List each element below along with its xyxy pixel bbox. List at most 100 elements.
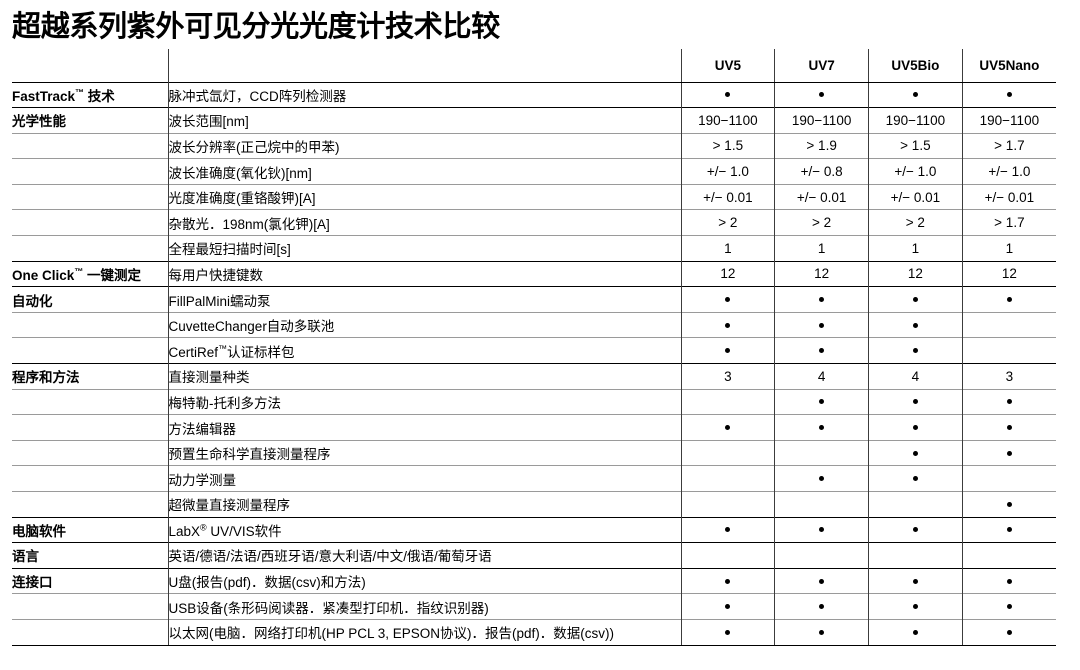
value-cell-supported (774, 567, 869, 594)
row-feature-label: 光度准确度(重铬酸钾)[A] (167, 183, 681, 210)
bullet-dot-icon (912, 604, 918, 610)
value-cell-supported (680, 81, 775, 108)
table-row: 程序和方法 直接测量种类 3 4 4 3 (12, 363, 1056, 390)
value-cell: 12 (961, 260, 1056, 287)
value-cell: +/− 0.8 (774, 158, 869, 185)
value-cell: 190−1100 (868, 107, 963, 134)
value-cell: +/− 0.01 (961, 183, 1056, 210)
row-feature-label: 梅特勒-托利多方法 (167, 388, 681, 415)
row-category-empty (12, 388, 168, 415)
bullet-dot-icon (725, 527, 731, 533)
bullet-dot-icon (912, 348, 918, 354)
value-cell: 3 (961, 363, 1056, 390)
value-cell-supported (774, 81, 869, 108)
table-row: 梅特勒-托利多方法 (12, 388, 1056, 415)
row-category-label: FastTrack™ 技术 (12, 81, 168, 108)
bullet-dot-icon (725, 629, 731, 635)
value-cell-supported (774, 465, 869, 492)
table-row: 光学性能 波长范围[nm] 190−1100 190−1100 190−1100 190−… (12, 107, 1056, 134)
column-header-uv5nano[interactable]: UV5Nano (961, 49, 1056, 83)
row-feature-label: 杂散光．198nm(氯化钾)[A] (167, 209, 681, 236)
value-cell-supported (961, 414, 1056, 441)
value-cell: +/− 0.01 (868, 183, 963, 210)
value-cell-supported (868, 516, 963, 543)
bullet-dot-icon (912, 296, 918, 302)
row-category-empty (12, 132, 168, 159)
bullet-dot-icon (819, 527, 825, 533)
value-cell-supported (961, 516, 1056, 543)
bullet-dot-icon (819, 578, 825, 584)
value-cell-supported (961, 567, 1056, 594)
bullet-dot-icon (1006, 527, 1012, 533)
bullet-dot-icon (912, 322, 918, 328)
value-cell: 12 (774, 260, 869, 287)
value-cell-supported (680, 337, 775, 364)
row-feature-label: 每用户快捷键数 (167, 260, 681, 287)
row-category-empty (12, 311, 168, 338)
value-cell-supported (961, 618, 1056, 646)
bullet-dot-icon (819, 399, 825, 405)
value-cell-supported (961, 81, 1056, 108)
bullet-dot-icon (819, 296, 825, 302)
row-feature-label: 全程最短扫描时间[s] (167, 235, 681, 262)
value-cell-supported (868, 439, 963, 466)
value-cell-supported (680, 311, 775, 338)
value-cell-supported (774, 388, 869, 415)
bullet-dot-icon (912, 424, 918, 430)
value-cell-empty (680, 439, 775, 466)
column-header-uv5bio[interactable]: UV5Bio (868, 49, 963, 83)
row-category-empty (12, 618, 168, 646)
bullet-dot-icon (912, 399, 918, 405)
row-feature-label: CertiRef™认证标样包 (167, 337, 681, 364)
value-cell-supported (868, 567, 963, 594)
table-row: FastTrack™ 技术 脉冲式氙灯，CCD阵列检测器 (12, 81, 1056, 108)
row-feature-label: U盘(报告(pdf)．数据(csv)和方法) (167, 567, 681, 594)
value-cell: > 2 (774, 209, 869, 236)
value-cell-empty (868, 542, 963, 569)
value-cell-supported (774, 516, 869, 543)
value-cell: > 2 (868, 209, 963, 236)
value-cell: 12 (680, 260, 775, 287)
value-cell: 4 (868, 363, 963, 390)
table-row: 语言 英语/德语/法语/西班牙语/意大利语/中文/俄语/葡萄牙语 (12, 542, 1056, 569)
value-cell-supported (868, 311, 963, 338)
value-cell: > 1.9 (774, 132, 869, 159)
row-feature-label: 超微量直接测量程序 (167, 491, 681, 518)
value-cell-supported (680, 414, 775, 441)
row-category-empty (12, 439, 168, 466)
bullet-dot-icon (1006, 450, 1012, 456)
value-cell-supported (680, 618, 775, 646)
table-row: 电脑软件 LabX® UV/VIS软件 (12, 516, 1056, 543)
value-cell-empty (961, 337, 1056, 364)
value-cell-supported (680, 286, 775, 313)
row-category-label: 语言 (12, 542, 168, 569)
row-feature-label: 以太网(电脑．网络打印机(HP PCL 3, EPSON协议)．报告(pdf)．… (167, 618, 681, 646)
column-header-uv5[interactable]: UV5 (680, 49, 775, 83)
value-cell-supported (868, 337, 963, 364)
value-cell-supported (774, 593, 869, 620)
row-category-empty (12, 491, 168, 518)
table-row: 波长准确度(氧化钬)[nm] +/− 1.0 +/− 0.8 +/− 1.0 +/− 1… (12, 158, 1056, 185)
column-header-uv7[interactable]: UV7 (774, 49, 869, 83)
row-category-empty (12, 158, 168, 185)
value-cell-supported (961, 593, 1056, 620)
row-category-label: 自动化 (12, 286, 168, 313)
table-row: 预置生命科学直接测量程序 (12, 439, 1056, 466)
row-category-empty (12, 414, 168, 441)
value-cell-supported (680, 516, 775, 543)
value-cell-supported (868, 593, 963, 620)
row-feature-label: 波长准确度(氧化钬)[nm] (167, 158, 681, 185)
value-cell-supported (868, 388, 963, 415)
value-cell-empty (680, 388, 775, 415)
row-category-empty (12, 465, 168, 492)
row-category-label: 电脑软件 (12, 516, 168, 543)
table-row: 全程最短扫描时间[s] 1 1 1 1 (12, 235, 1056, 262)
row-feature-label: 方法编辑器 (167, 414, 681, 441)
table-row: 自动化 FillPalMini蠕动泵 (12, 286, 1056, 313)
value-cell-supported (774, 286, 869, 313)
value-cell-supported (868, 81, 963, 108)
value-cell-supported (774, 618, 869, 646)
bullet-dot-icon (1006, 629, 1012, 635)
spec-comparison-table: UV5 UV7 UV5Bio UV5Nano FastTrack™ 技术 脉冲式氙灯，CC… (12, 49, 1056, 646)
